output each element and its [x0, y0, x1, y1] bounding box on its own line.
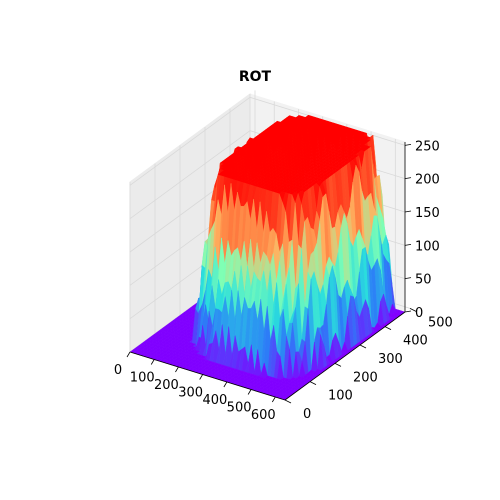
- x-tick-label: 600: [251, 408, 276, 423]
- y-tick: [334, 362, 342, 367]
- surface-plot: [129, 114, 406, 401]
- y-tick-label: 300: [378, 352, 403, 367]
- tick-marks: [126, 143, 417, 404]
- y-tick-label: 200: [353, 370, 378, 385]
- y-tick: [409, 307, 417, 312]
- z-tick: [404, 243, 412, 246]
- z-tick-label: 50: [415, 273, 432, 288]
- y-tick: [359, 344, 367, 349]
- x-tick: [223, 381, 228, 388]
- x-tick: [175, 366, 179, 373]
- x-tick: [126, 351, 131, 358]
- x-tick: [150, 359, 155, 365]
- y-tick-label: 500: [428, 315, 453, 330]
- chart-title: ROT: [239, 69, 272, 85]
- y-tick-label: 100: [328, 389, 353, 404]
- y-tick: [284, 399, 292, 404]
- z-tick: [404, 210, 412, 213]
- x-tick: [199, 374, 203, 380]
- z-tick: [404, 310, 412, 313]
- y-tick: [309, 381, 317, 386]
- x-tick: [247, 389, 252, 395]
- z-tick: [404, 177, 412, 180]
- y-tick-label: 400: [403, 334, 428, 349]
- x-axis-line: [129, 351, 286, 401]
- x-tick-label: 500: [227, 401, 252, 416]
- x-tick-label: 400: [202, 393, 227, 408]
- x-tick: [271, 396, 276, 403]
- y-tick-label: 0: [303, 407, 311, 422]
- z-tick: [404, 277, 412, 280]
- x-tick-label: 100: [130, 371, 155, 386]
- z-tick-label: 100: [415, 239, 440, 254]
- y-tick: [384, 326, 392, 331]
- tick-labels: 0 100 200 300 400 500 600 010020030040050005010…: [114, 139, 453, 423]
- x-tick-label: 300: [178, 386, 203, 401]
- z-tick-label: 0: [415, 306, 423, 321]
- z-tick: [404, 143, 412, 146]
- z-tick-label: 250: [415, 139, 440, 154]
- z-tick-label: 150: [415, 206, 440, 221]
- z-tick-label: 200: [415, 173, 440, 188]
- x-tick-label: 200: [154, 378, 179, 393]
- x-tick-label: 0: [114, 363, 122, 378]
